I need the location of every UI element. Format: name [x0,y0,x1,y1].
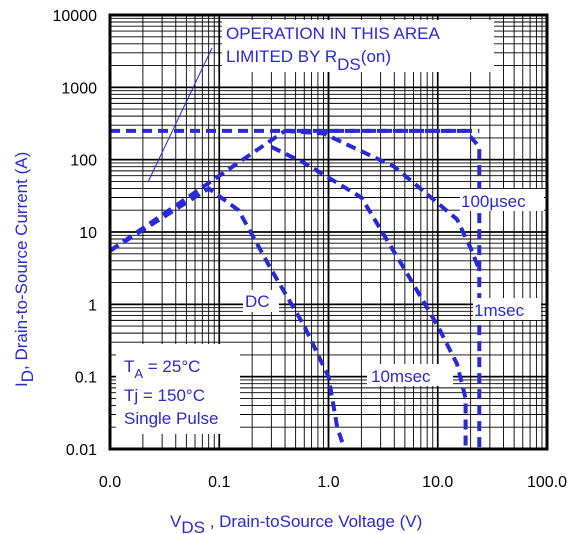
x-tick-label: 1.0 [317,474,339,491]
annotation-box [222,20,494,72]
annotation-pointer [147,47,213,183]
condition-pulse: Single Pulse [124,409,219,428]
x-axis-title: VDS , Drain-toSource Voltage (V) [170,512,422,534]
annotation-line-2: LIMITED BY RDS(on) [226,47,391,74]
series-label-10msec: 10msec [371,367,431,386]
x-tick-label: 0.0 [99,474,121,491]
condition-ta: TA = 25°C [124,357,200,381]
y-tick-label: 0.01 [66,442,97,459]
series-1msec-line [284,128,482,271]
label-dc-bg [243,290,279,312]
annotation-line-1: OPERATION IN THIS AREA [226,24,440,43]
annotation-r-sub: DS [337,55,361,74]
y-tick-label: 0.1 [75,370,97,387]
series-label-100usec: 100µsec [461,192,526,211]
y-tick-label: 1000 [61,80,97,97]
y-tick-label: 10 [79,225,97,242]
annotation-r: LIMITED BY R [226,47,337,66]
series-dc-line [108,186,347,450]
label-1ms-bg [473,298,541,320]
annotation-r-rest: (on) [361,47,391,66]
series-10msec-line [270,145,468,449]
y-tick-labels: 0.01 0.1 1 10 100 1000 10000 [53,8,98,459]
x-tick-label: 0.1 [208,474,230,491]
condition-tj: Tj = 150°C [124,386,205,405]
conditions-box [116,344,240,434]
series-label-dc: DC [245,292,270,311]
y-tick-label: 10000 [53,8,98,25]
y-axis-title: ID, Drain-to-Source Current (A) [12,152,37,387]
x-tick-labels: 0.0 0.1 1.0 10.0 100.0 [99,474,567,491]
y-tick-label: 100 [70,153,97,170]
label-10ms-bg [367,364,453,386]
series-label-1msec: 1msec [474,301,525,320]
x-tick-label: 100.0 [527,474,567,491]
label-100us-bg [460,189,544,211]
plot-frame [108,13,549,451]
y-tick-label: 1 [88,297,97,314]
x-tick-label: 10.0 [422,474,453,491]
